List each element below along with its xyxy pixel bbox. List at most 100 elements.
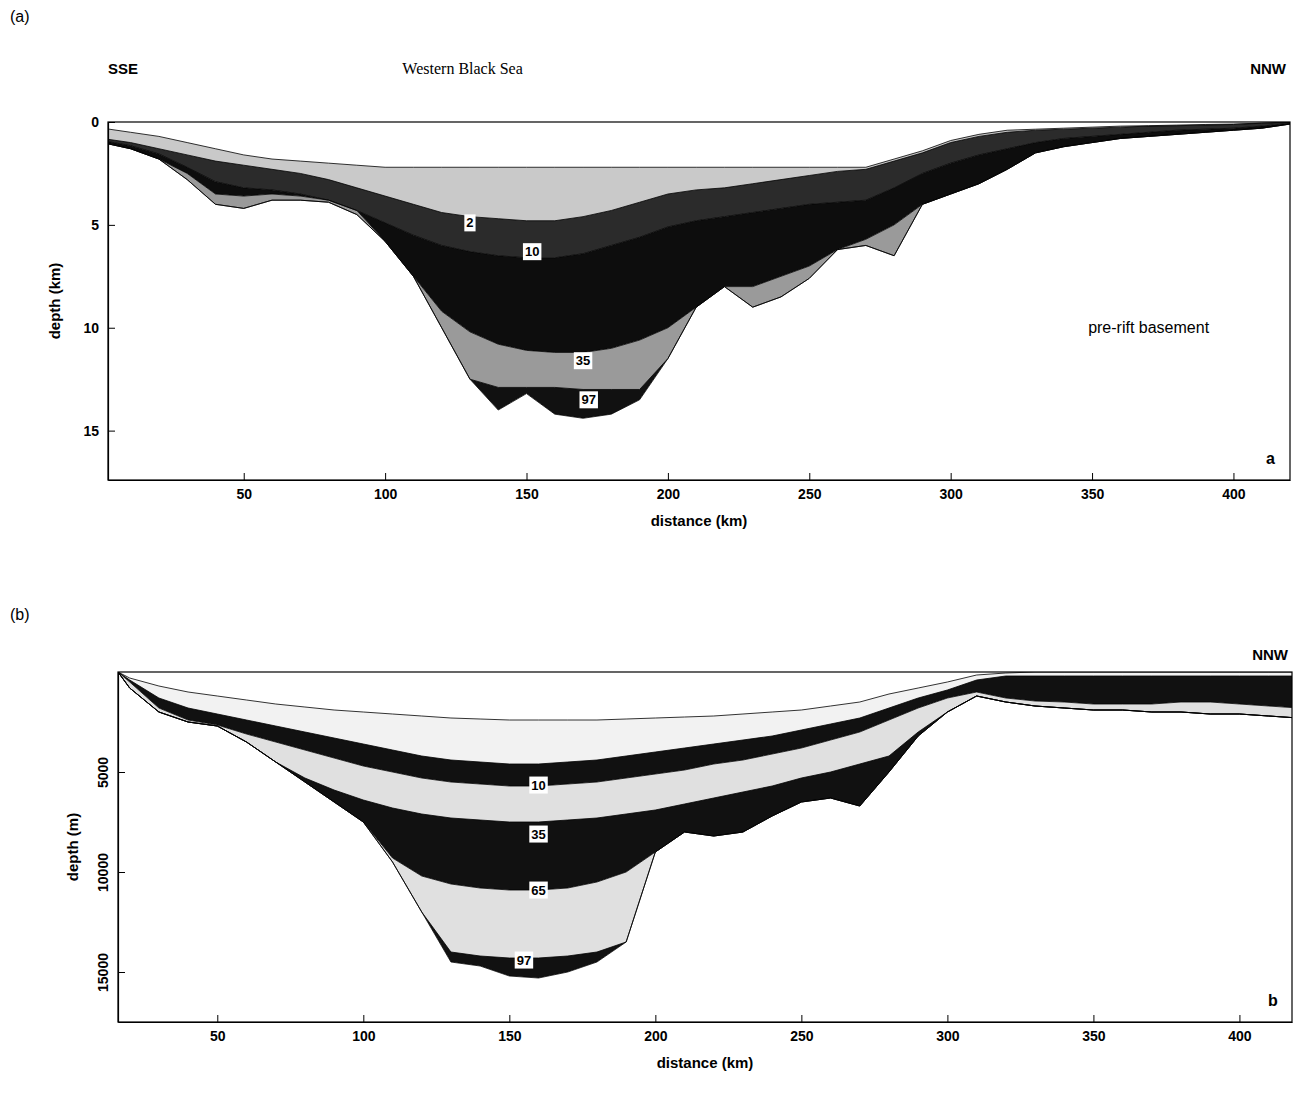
x-tick-mark	[1233, 473, 1234, 480]
direction-label: SSE	[108, 60, 138, 77]
horizon-line	[108, 124, 1290, 418]
x-tick-label: 100	[374, 486, 398, 502]
x-tick: 400	[1228, 1015, 1252, 1044]
x-tick-label: 50	[236, 486, 252, 502]
x-tick: 400	[1222, 473, 1246, 502]
direction-label: NNW	[1252, 646, 1289, 663]
x-tick-mark	[363, 1015, 364, 1022]
y-axis: 051015	[83, 114, 115, 481]
horizon-line	[108, 122, 1290, 220]
x-tick-label: 200	[644, 1028, 668, 1044]
horizon-line	[108, 124, 1290, 389]
horizon-label-text: 97	[581, 392, 595, 407]
x-tick-mark	[527, 473, 528, 480]
horizon-label: 35	[529, 826, 547, 843]
horizon-line	[118, 672, 1292, 764]
x-tick-mark	[509, 1015, 510, 1022]
x-tick-label: 100	[352, 1028, 376, 1044]
x-tick-mark	[244, 473, 245, 480]
direction-label: NNW	[1250, 60, 1287, 77]
horizon-label-text: 10	[531, 778, 545, 793]
x-tick: 150	[515, 473, 539, 502]
horizon-line	[108, 123, 1290, 258]
y-tick-mark	[108, 328, 115, 329]
horizon-label-text: 65	[531, 883, 545, 898]
y-tick: 15000	[95, 953, 125, 992]
x-tick: 50	[210, 1015, 226, 1044]
y-tick: 0	[91, 114, 115, 130]
x-tick: 150	[498, 1015, 522, 1044]
y-tick-label: 10000	[95, 853, 111, 892]
horizon-line	[118, 672, 1292, 720]
x-tick-mark	[801, 1015, 802, 1022]
figure: 50100150200250300350400051015distance (k…	[0, 0, 1316, 1105]
horizon-line	[118, 672, 1292, 978]
x-tick-label: 250	[790, 1028, 814, 1044]
y-tick-label: 0	[91, 114, 99, 130]
annotation: pre-rift basement	[1088, 319, 1209, 336]
y-tick-label: 5	[91, 217, 99, 233]
x-tick-mark	[1093, 1015, 1094, 1022]
x-tick: 100	[352, 1015, 376, 1044]
x-tick: 50	[236, 473, 252, 502]
horizon-label: 10	[529, 777, 547, 794]
horizon-line	[108, 122, 1290, 167]
x-tick-mark	[1239, 1015, 1240, 1022]
panel-label: (a)	[10, 8, 30, 25]
y-axis: 5000 10000 15000	[95, 673, 125, 1023]
y-tick-mark	[108, 431, 115, 432]
plot-area	[118, 672, 1292, 1022]
horizon-label: 2	[464, 214, 475, 231]
label-patch	[523, 243, 541, 260]
x-tick: 250	[790, 1015, 814, 1044]
x-axis-line	[109, 480, 1291, 481]
horizon-label: 65	[529, 882, 547, 899]
x-tick-label: 150	[498, 1028, 522, 1044]
plot-frame	[108, 122, 1290, 480]
y-axis-line	[108, 123, 109, 481]
y-tick: 10000	[95, 853, 125, 892]
horizon-label-text: 97	[517, 953, 531, 968]
y-tick-label: 5000	[95, 757, 111, 788]
x-tick-label: 300	[936, 1028, 960, 1044]
x-tick: 350	[1082, 1015, 1106, 1044]
label-patch	[529, 777, 547, 794]
layer-band	[108, 124, 1290, 480]
label-patch	[515, 952, 533, 969]
y-tick: 5000	[95, 757, 125, 788]
x-tick: 250	[798, 473, 822, 502]
x-tick-mark	[385, 473, 386, 480]
x-axis-title: distance (km)	[651, 512, 748, 529]
x-tick: 350	[1081, 473, 1105, 502]
y-tick: 10	[83, 320, 115, 336]
label-patch	[529, 826, 547, 843]
y-tick: 5	[91, 217, 115, 233]
corner-label: a	[1266, 450, 1275, 467]
horizon-label-text: 35	[531, 827, 545, 842]
y-tick-mark	[118, 872, 125, 873]
y-axis-title: depth (km)	[46, 263, 63, 340]
horizon-label-text: 35	[576, 353, 590, 368]
horizon-label-text: 2	[466, 215, 473, 230]
horizon-line	[118, 672, 1292, 890]
label-patch	[464, 214, 475, 231]
label-patch	[574, 352, 592, 369]
x-tick-label: 50	[210, 1028, 226, 1044]
y-axis-title: depth (m)	[64, 813, 81, 881]
y-tick-mark	[118, 972, 125, 973]
x-tick-mark	[1092, 473, 1093, 480]
x-tick: 300	[936, 1015, 960, 1044]
x-tick: 300	[939, 473, 963, 502]
layer-band	[118, 672, 1292, 1022]
horizon-label: 97	[579, 391, 597, 408]
label-patch	[579, 391, 597, 408]
x-tick: 200	[657, 473, 681, 502]
horizon-line	[118, 672, 1292, 822]
x-tick: 100	[374, 473, 398, 502]
x-axis-title: distance (km)	[657, 1054, 754, 1071]
x-tick-mark	[947, 1015, 948, 1022]
x-tick-label: 250	[798, 486, 822, 502]
plot-frame	[118, 672, 1292, 1022]
x-tick-mark	[951, 473, 952, 480]
y-tick-label: 15000	[95, 953, 111, 992]
